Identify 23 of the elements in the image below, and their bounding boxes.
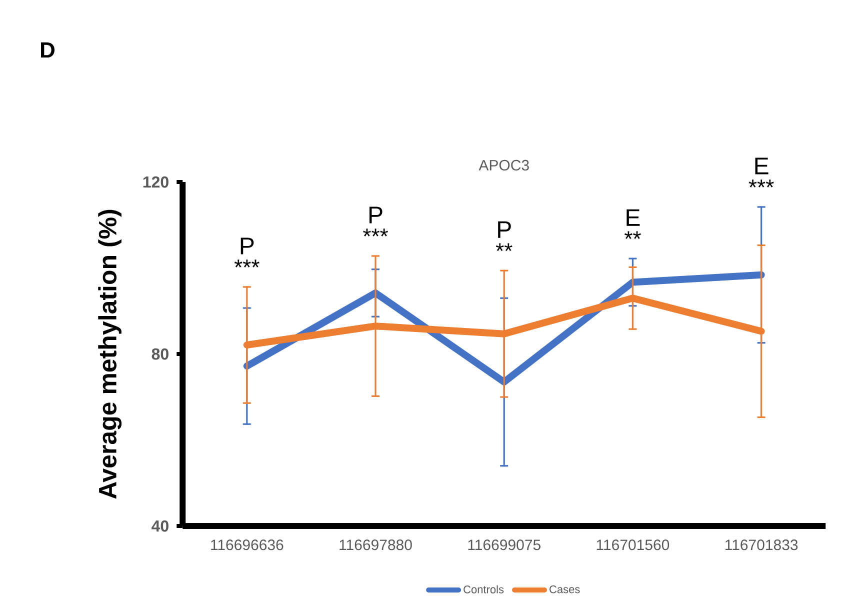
text: D [41,42,54,58]
text: E [755,158,768,174]
annotation: P [369,206,382,224]
legend-label: Controls [464,585,504,594]
y-tick-label: 40 [152,520,168,532]
y-tick-label: 80 [152,348,168,360]
x-tick-label: 116701560 [596,540,670,550]
y-tick-label: 120 [143,176,168,188]
annotation: E [626,209,640,226]
chart-title: APOC3 [478,160,529,171]
annotation: *** [234,260,260,268]
annotation: ** [496,243,512,252]
annotation: *** [748,180,774,188]
y-axis-title: Average methylation (%) [98,210,122,499]
annotation: *** [363,228,388,237]
x-tick-label: 116696636 [211,540,284,550]
legend-label: Cases [550,586,580,594]
x-tick-label: 116697880 [340,540,412,550]
x-tick-label: 116701833 [725,540,798,550]
annotation: P [498,222,511,238]
x-tick-label: 116699075 [468,540,540,550]
annotation: ** [624,231,641,240]
annotation: P [240,238,254,254]
